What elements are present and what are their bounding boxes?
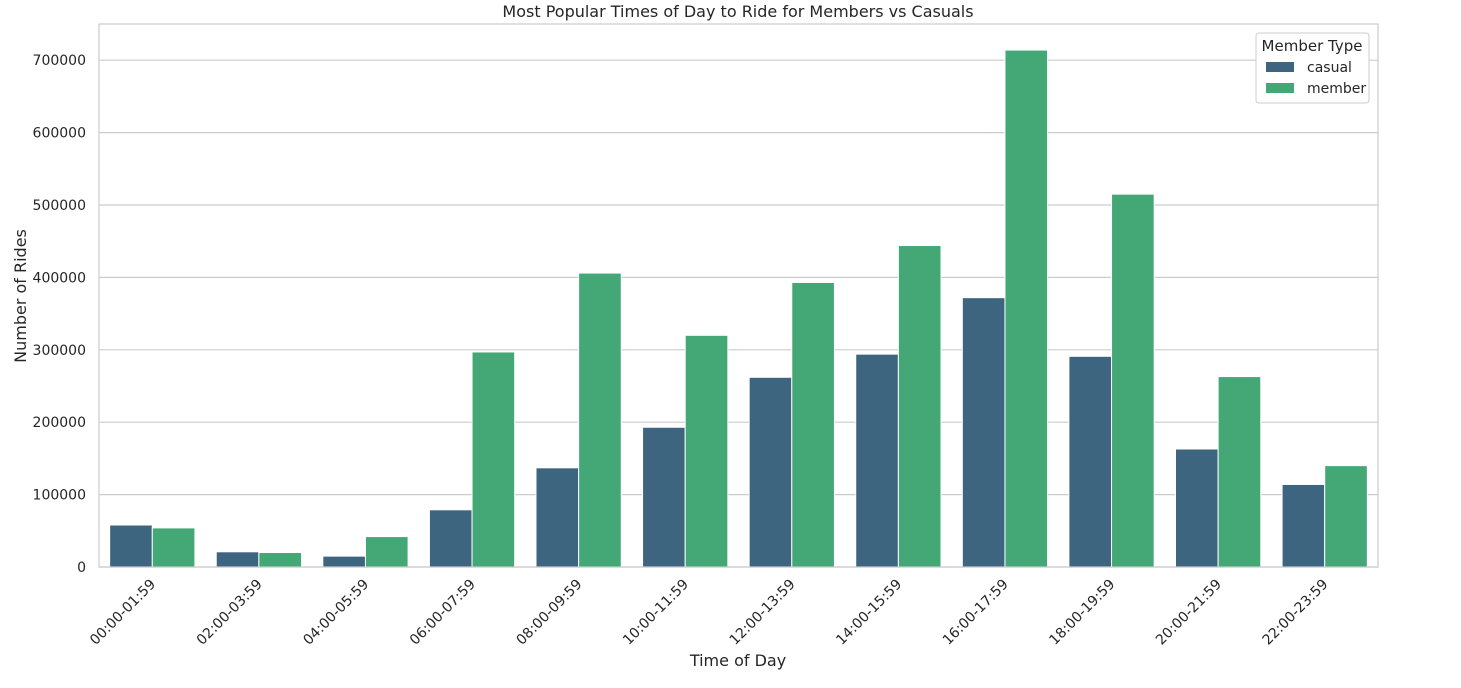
bar-member xyxy=(471,351,516,568)
x-tick-label: 22:00-23:59 xyxy=(1260,577,1332,649)
bar-casual xyxy=(855,353,899,568)
bars xyxy=(109,49,1368,568)
legend-label-member: member xyxy=(1307,81,1366,97)
bar-member xyxy=(791,281,835,568)
bar-member xyxy=(1004,49,1049,568)
y-tick-label: 400000 xyxy=(33,270,86,286)
x-tick-label: 10:00-11:59 xyxy=(620,577,692,649)
bar-casual xyxy=(1068,355,1113,568)
legend-title: Member Type xyxy=(1262,37,1363,55)
y-tick-label: 600000 xyxy=(33,126,86,142)
x-tick-label: 04:00-05:59 xyxy=(300,577,372,649)
bar-member xyxy=(1111,193,1155,568)
bar-casual xyxy=(642,426,686,568)
x-axis-label: Time of Day xyxy=(689,651,786,670)
bar-member xyxy=(151,527,196,568)
x-axis-ticks: 00:00-01:59 02:00-03:59 04:00-05:59 06:00-0… xyxy=(87,577,1331,649)
bar-member xyxy=(684,334,729,568)
y-tick-label: 500000 xyxy=(33,198,86,214)
grid-lines xyxy=(99,59,1378,568)
chart-title: Most Popular Times of Day to Ride for Me… xyxy=(502,2,973,21)
legend-swatch-casual xyxy=(1266,62,1294,72)
x-tick-label: 08:00-09:59 xyxy=(514,577,586,649)
x-tick-label: 14:00-15:59 xyxy=(833,577,905,649)
legend: Member Type casual member xyxy=(1255,32,1370,104)
bar-member xyxy=(258,552,303,568)
bar-casual xyxy=(322,555,366,568)
bar-casual xyxy=(428,509,473,568)
x-tick-label: 12:00-13:59 xyxy=(727,577,799,649)
bar-casual xyxy=(961,297,1006,568)
plot-frame xyxy=(98,23,1379,568)
y-tick-label: 100000 xyxy=(33,488,86,504)
x-tick-label: 02:00-03:59 xyxy=(194,577,266,649)
bar-member xyxy=(1324,465,1368,568)
bar-casual xyxy=(109,524,153,568)
legend-label-casual: casual xyxy=(1307,60,1352,76)
bar-member xyxy=(897,245,942,568)
bar-member xyxy=(364,536,409,568)
bar-casual xyxy=(748,376,793,568)
x-tick-label: 20:00-21:59 xyxy=(1153,577,1225,649)
y-tick-label: 0 xyxy=(77,560,86,576)
bar-member xyxy=(1217,376,1262,568)
y-axis-label: Number of Rides xyxy=(11,229,30,363)
y-axis-ticks: 0 100000 200000 300000 400000 500000 600000 700… xyxy=(33,53,86,576)
legend-swatch-member xyxy=(1266,83,1294,93)
y-tick-label: 700000 xyxy=(33,53,86,69)
y-tick-label: 200000 xyxy=(33,415,86,431)
bar-casual xyxy=(535,467,580,568)
bar-casual xyxy=(215,551,260,568)
x-tick-label: 16:00-17:59 xyxy=(940,577,1012,649)
bar-casual xyxy=(1174,448,1219,568)
x-tick-label: 06:00-07:59 xyxy=(407,577,479,649)
x-tick-label: 18:00-19:59 xyxy=(1046,577,1118,649)
bar-member xyxy=(578,272,622,568)
bar-casual xyxy=(1281,483,1326,568)
y-tick-label: 300000 xyxy=(33,343,86,359)
x-tick-label: 00:00-01:59 xyxy=(87,577,159,649)
